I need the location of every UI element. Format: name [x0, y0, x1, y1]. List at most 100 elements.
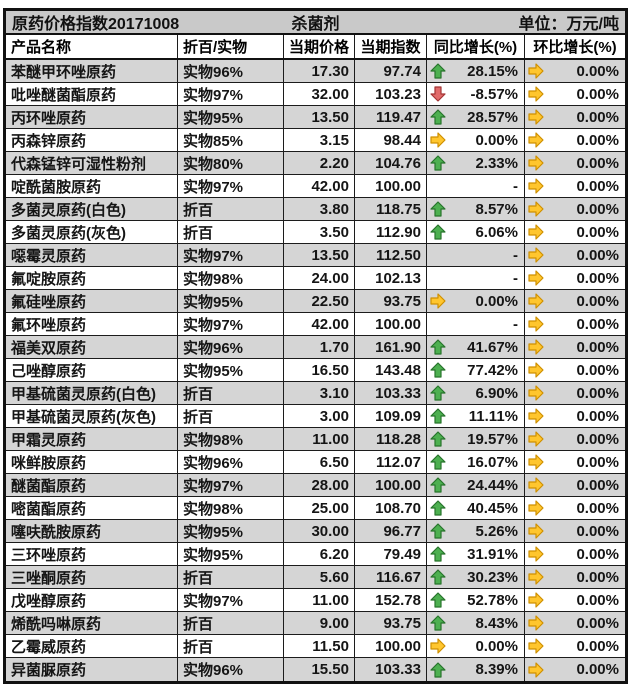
mom-value: 0.00% — [576, 499, 619, 517]
price-cell: 1.70 — [284, 336, 355, 358]
price-cell: 9.00 — [284, 612, 355, 634]
right-arrow-icon — [528, 109, 544, 125]
index-cell: 112.50 — [355, 244, 427, 266]
price-cell: 16.50 — [284, 359, 355, 381]
title-bar: 原药价格指数20171008 杀菌剂 单位：万元/吨 — [6, 11, 625, 35]
yoy-cell: 6.90% — [427, 382, 525, 404]
table-row: 烯酰吗啉原药 折百 9.00 93.75 8.43% 0.00% — [6, 612, 625, 635]
price-cell: 6.50 — [284, 451, 355, 473]
yoy-value: 40.45% — [467, 499, 518, 517]
up-arrow-icon — [430, 385, 446, 401]
yoy-cell: 0.00% — [427, 290, 525, 312]
col-header-mom: 环比增长(%) — [533, 39, 617, 56]
spec-cell: 折百 — [178, 635, 284, 657]
yoy-value: 8.43% — [475, 614, 518, 632]
product-name-cell: 醚菌酯原药 — [6, 474, 178, 496]
mom-cell: 0.00% — [525, 60, 625, 82]
right-arrow-icon — [528, 178, 544, 194]
mom-cell: 0.00% — [525, 244, 625, 266]
up-arrow-icon — [430, 339, 446, 355]
product-name-cell: 嘧菌酯原药 — [6, 497, 178, 519]
mom-cell: 0.00% — [525, 566, 625, 588]
price-cell: 24.00 — [284, 267, 355, 289]
table-row: 噁霉灵原药 实物97% 13.50 112.50 - 0.00% — [6, 244, 625, 267]
yoy-value: 11.11% — [468, 407, 518, 425]
mom-value: 0.00% — [576, 661, 619, 678]
right-arrow-icon — [528, 592, 544, 608]
yoy-cell: 77.42% — [427, 359, 525, 381]
table-row: 甲基硫菌灵原药(灰色) 折百 3.00 109.09 11.11% 0.00% — [6, 405, 625, 428]
mom-value: 0.00% — [576, 269, 619, 287]
right-arrow-icon — [528, 224, 544, 240]
price-cell: 42.00 — [284, 175, 355, 197]
product-name-cell: 苯醚甲环唑原药 — [6, 60, 178, 82]
yoy-value: - — [513, 177, 518, 195]
mom-value: 0.00% — [576, 522, 619, 540]
index-cell: 100.00 — [355, 635, 427, 657]
col-header-price: 当期价格 — [284, 35, 355, 58]
yoy-cell: 52.78% — [427, 589, 525, 611]
price-cell: 22.50 — [284, 290, 355, 312]
yoy-value: 19.57% — [467, 430, 518, 448]
col-header-yoy: 同比增长(%) — [427, 35, 525, 58]
up-arrow-icon — [430, 431, 446, 447]
down-arrow-icon — [430, 86, 446, 102]
yoy-value: 52.78% — [467, 591, 518, 609]
mom-value: 0.00% — [576, 338, 619, 356]
index-cell: 108.70 — [355, 497, 427, 519]
right-arrow-icon — [528, 638, 544, 654]
yoy-cell: 19.57% — [427, 428, 525, 450]
mom-cell: 0.00% — [525, 129, 625, 151]
spec-cell: 实物98% — [178, 497, 284, 519]
mom-value: 0.00% — [576, 177, 619, 195]
yoy-cell: 11.11% — [427, 405, 525, 427]
product-name-cell: 噻呋酰胺原药 — [6, 520, 178, 542]
mom-value: 0.00% — [576, 246, 619, 264]
price-cell: 3.10 — [284, 382, 355, 404]
mom-value: 0.00% — [576, 223, 619, 241]
index-cell: 98.44 — [355, 129, 427, 151]
mom-value: 0.00% — [576, 384, 619, 402]
up-arrow-icon — [430, 661, 446, 678]
yoy-value: 28.57% — [467, 108, 518, 126]
index-cell: 119.47 — [355, 106, 427, 128]
mom-cell: 0.00% — [525, 267, 625, 289]
product-name-cell: 异菌脲原药 — [6, 658, 178, 681]
mom-cell: 0.00% — [525, 106, 625, 128]
right-arrow-icon — [528, 500, 544, 516]
mom-cell: 0.00% — [525, 543, 625, 565]
spec-cell: 实物95% — [178, 543, 284, 565]
index-cell: 116.67 — [355, 566, 427, 588]
table-row: 噻呋酰胺原药 实物95% 30.00 96.77 5.26% 0.00% — [6, 520, 625, 543]
product-name-cell: 戊唑醇原药 — [6, 589, 178, 611]
unit-label: 单位：万元/吨 — [518, 16, 619, 33]
yoy-value: 0.00% — [475, 131, 518, 149]
mom-cell: 0.00% — [525, 221, 625, 243]
index-cell: 103.33 — [355, 658, 427, 681]
product-name-cell: 烯酰吗啉原药 — [6, 612, 178, 634]
index-cell: 103.33 — [355, 382, 427, 404]
right-arrow-icon — [528, 86, 544, 102]
spec-cell: 折百 — [178, 405, 284, 427]
table-row: 氟硅唑原药 实物95% 22.50 93.75 0.00% 0.00% — [6, 290, 625, 313]
price-cell: 5.60 — [284, 566, 355, 588]
mom-cell: 0.00% — [525, 658, 625, 681]
mom-cell: 0.00% — [525, 474, 625, 496]
table-row: 甲基硫菌灵原药(白色) 折百 3.10 103.33 6.90% 0.00% — [6, 382, 625, 405]
up-arrow-icon — [430, 201, 446, 217]
mom-cell: 0.00% — [525, 336, 625, 358]
table-row: 啶酰菌胺原药 实物97% 42.00 100.00 - 0.00% — [6, 175, 625, 198]
mom-value: 0.00% — [576, 108, 619, 126]
right-arrow-icon — [528, 293, 544, 309]
mom-value: 0.00% — [576, 614, 619, 632]
index-cell: 97.74 — [355, 60, 427, 82]
col-header-spec: 折百/实物 — [178, 35, 284, 58]
index-cell: 109.09 — [355, 405, 427, 427]
product-name-cell: 福美双原药 — [6, 336, 178, 358]
mom-value: 0.00% — [576, 430, 619, 448]
mom-value: 0.00% — [576, 453, 619, 471]
yoy-cell: 8.39% — [427, 658, 525, 681]
product-name-cell: 氟硅唑原药 — [6, 290, 178, 312]
index-cell: 118.28 — [355, 428, 427, 450]
mom-cell: 0.00% — [525, 152, 625, 174]
